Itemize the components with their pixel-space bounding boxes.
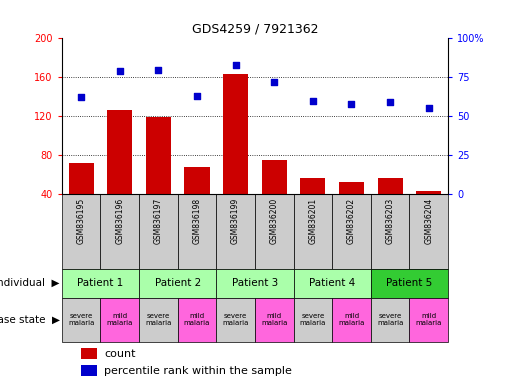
Bar — [300, 179, 325, 194]
Text: GSM836203: GSM836203 — [386, 198, 394, 244]
Point — [232, 62, 240, 68]
FancyBboxPatch shape — [216, 194, 255, 269]
Point — [424, 105, 433, 111]
Text: mild
malaria: mild malaria — [107, 313, 133, 326]
Bar — [68, 163, 94, 194]
Bar — [262, 160, 287, 194]
Text: Patient 5: Patient 5 — [386, 278, 433, 288]
Text: mild
malaria: mild malaria — [261, 313, 287, 326]
FancyBboxPatch shape — [139, 298, 178, 342]
FancyBboxPatch shape — [255, 298, 294, 342]
Text: severe
malaria: severe malaria — [145, 313, 171, 326]
Point — [347, 101, 355, 107]
Text: severe
malaria: severe malaria — [68, 313, 94, 326]
Point — [386, 99, 394, 105]
FancyBboxPatch shape — [371, 298, 409, 342]
Text: Patient 2: Patient 2 — [154, 278, 201, 288]
Text: individual  ▶: individual ▶ — [0, 278, 60, 288]
Bar — [107, 110, 132, 194]
Text: GSM836195: GSM836195 — [77, 198, 85, 244]
Point — [115, 68, 124, 74]
FancyBboxPatch shape — [294, 194, 332, 269]
Bar — [416, 191, 441, 194]
Point — [193, 93, 201, 99]
FancyBboxPatch shape — [332, 194, 371, 269]
FancyBboxPatch shape — [409, 194, 448, 269]
Text: mild
malaria: mild malaria — [184, 313, 210, 326]
Bar — [184, 167, 210, 194]
FancyBboxPatch shape — [139, 194, 178, 269]
FancyBboxPatch shape — [255, 194, 294, 269]
FancyBboxPatch shape — [62, 298, 100, 342]
FancyBboxPatch shape — [216, 269, 294, 298]
Text: Patient 3: Patient 3 — [232, 278, 278, 288]
FancyBboxPatch shape — [100, 194, 139, 269]
Bar — [223, 74, 248, 194]
Bar — [377, 179, 403, 194]
Text: GSM836201: GSM836201 — [308, 198, 317, 244]
FancyBboxPatch shape — [294, 298, 332, 342]
Text: GSM836200: GSM836200 — [270, 198, 279, 244]
FancyBboxPatch shape — [216, 298, 255, 342]
Title: GDS4259 / 7921362: GDS4259 / 7921362 — [192, 23, 318, 36]
Text: GSM836204: GSM836204 — [424, 198, 433, 244]
FancyBboxPatch shape — [139, 269, 216, 298]
Point — [270, 79, 278, 85]
Text: GSM836199: GSM836199 — [231, 198, 240, 244]
Text: GSM836198: GSM836198 — [193, 198, 201, 244]
Text: mild
malaria: mild malaria — [338, 313, 365, 326]
FancyBboxPatch shape — [178, 194, 216, 269]
Text: disease state  ▶: disease state ▶ — [0, 314, 60, 325]
FancyBboxPatch shape — [100, 298, 139, 342]
Point — [309, 98, 317, 104]
Bar — [339, 182, 364, 194]
Text: Patient 4: Patient 4 — [309, 278, 355, 288]
Text: Patient 1: Patient 1 — [77, 278, 124, 288]
FancyBboxPatch shape — [62, 269, 139, 298]
Point — [77, 94, 85, 101]
Text: mild
malaria: mild malaria — [416, 313, 442, 326]
Text: severe
malaria: severe malaria — [222, 313, 249, 326]
Text: percentile rank within the sample: percentile rank within the sample — [104, 366, 292, 376]
Bar — [146, 117, 171, 194]
FancyBboxPatch shape — [332, 298, 371, 342]
Text: severe
malaria: severe malaria — [300, 313, 326, 326]
Point — [154, 66, 163, 73]
Text: GSM836196: GSM836196 — [115, 198, 124, 244]
Text: severe
malaria: severe malaria — [377, 313, 403, 326]
Text: count: count — [104, 349, 136, 359]
Bar — [81, 348, 97, 359]
FancyBboxPatch shape — [409, 298, 448, 342]
FancyBboxPatch shape — [62, 194, 100, 269]
FancyBboxPatch shape — [371, 269, 448, 298]
Text: GSM836197: GSM836197 — [154, 198, 163, 244]
Text: GSM836202: GSM836202 — [347, 198, 356, 244]
FancyBboxPatch shape — [294, 269, 371, 298]
FancyBboxPatch shape — [178, 298, 216, 342]
Bar — [81, 365, 97, 376]
FancyBboxPatch shape — [371, 194, 409, 269]
